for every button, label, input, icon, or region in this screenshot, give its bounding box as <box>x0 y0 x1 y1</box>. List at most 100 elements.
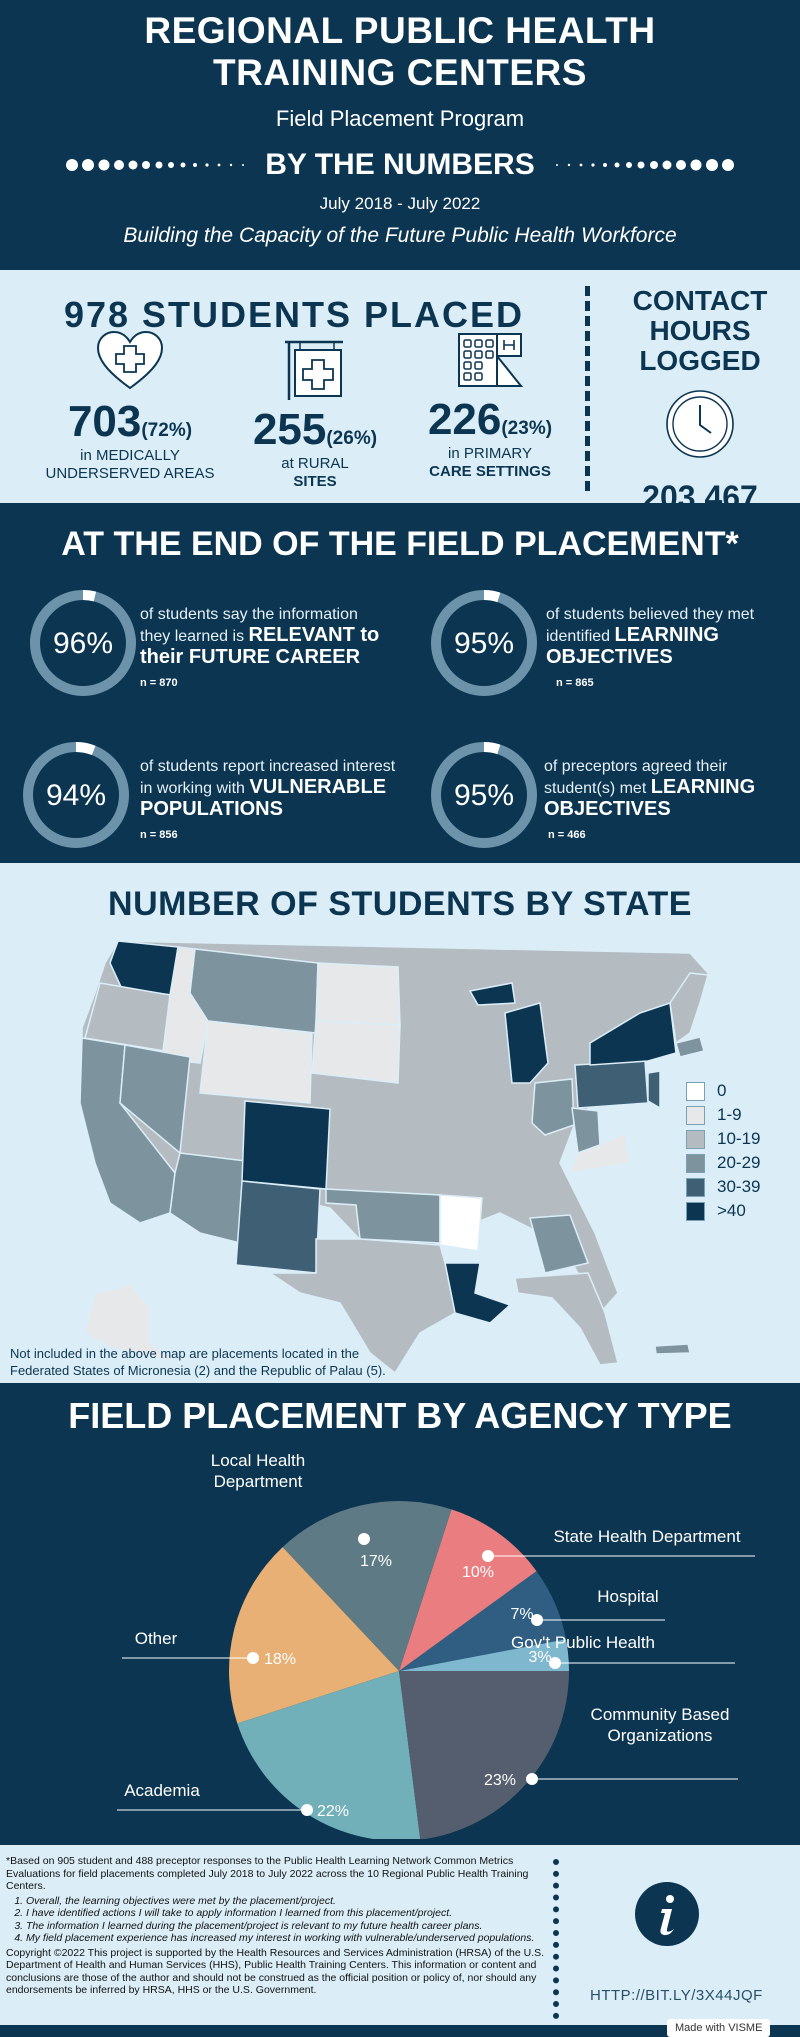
legend-label: 10-19 <box>717 1129 761 1148</box>
state-new-jersey <box>647 1070 661 1110</box>
ring-learning-preceptors-text-a: of preceptors agreed their <box>544 758 728 775</box>
stat-primary-care-label1: in PRIMARY <box>448 445 532 462</box>
ring-vulnerable-text-a: of students report increased interest <box>140 758 396 775</box>
by-the-numbers-row: BY THE NUMBERS <box>0 148 800 182</box>
ring-vulnerable-text-b: in working with <box>140 780 250 797</box>
footnote-item: I have identified actions I will take to… <box>26 1907 551 1920</box>
legend-swatch-3 <box>686 1153 705 1173</box>
footnote-list: Overall, the learning objectives were me… <box>26 1895 551 1945</box>
legend-swatch-0 <box>686 1081 705 1101</box>
pie-category-label: Gov't Public Health <box>511 1633 655 1652</box>
ring-learning-preceptors-pct: 95% <box>454 779 514 812</box>
ring-learning-preceptors-text-b: student(s) met <box>544 780 651 797</box>
header-section: REGIONAL PUBLIC HEALTH TRAINING CENTERS … <box>0 0 800 270</box>
pie-pct-label: 17% <box>360 1553 392 1570</box>
stat-rural-value: 255 <box>252 405 327 454</box>
legend-item: 0 <box>686 1079 760 1103</box>
footnote-item: The information I learned during the pla… <box>26 1920 551 1933</box>
ring-vulnerable-strong: VULNERABLE POPULATIONS <box>140 776 387 820</box>
pie-label-dot <box>531 1614 543 1626</box>
pie-label-dot <box>482 1550 494 1562</box>
legend-label: >40 <box>717 1201 746 1220</box>
ring-relevant-text: of students say the information they lea… <box>140 605 410 693</box>
students-placed-title: 978 STUDENTS PLACED <box>63 294 525 335</box>
ring-relevant-pct: 96% <box>53 627 113 660</box>
ring-learning-preceptors-text: of preceptors agreed their student(s) me… <box>544 757 784 845</box>
state-michigan <box>468 982 549 1084</box>
students-by-state-section: NUMBER OF STUDENTS BY STATE <box>0 863 800 1383</box>
legend-swatch-2 <box>686 1129 705 1149</box>
ring-relevant: 96% <box>30 590 136 696</box>
legend-item: 10-19 <box>686 1127 760 1151</box>
pie-pct-label: 10% <box>462 1564 494 1581</box>
pie-slice-state-health-department <box>399 1509 537 1671</box>
short-url-link[interactable]: HTTP://BIT.LY/3X44JQF <box>590 1987 763 2004</box>
pie-label-dot <box>301 1804 313 1816</box>
legend-swatch-4 <box>686 1177 705 1197</box>
pie-category-label: Other <box>135 1629 178 1648</box>
ring-learning-students-text-b: identified <box>546 628 615 645</box>
pie-pct-label: 7% <box>510 1606 533 1623</box>
state-florida <box>514 1272 619 1366</box>
state-arizona <box>169 1152 247 1244</box>
stat-primary-care-value: 226 <box>427 395 502 444</box>
pie-slice-community-based-organizations <box>399 1671 569 1839</box>
tagline: Building the Capacity of the Future Publ… <box>123 224 677 247</box>
heart-plus-icon <box>96 330 164 390</box>
state-north-dakota <box>315 962 401 1026</box>
pie-label-dot <box>526 1773 538 1785</box>
made-with-visme-badge[interactable]: Made with VISME <box>667 2019 771 2037</box>
stat-underserved-pct: (72%) <box>141 420 193 441</box>
ring-relevant-n: n = 870 <box>140 677 178 689</box>
students-placed-section: 978 STUDENTS PLACED 703(72%) in MEDICALL… <box>0 270 800 515</box>
ring-vulnerable: 94% <box>23 742 129 848</box>
main-title-line2: TRAINING CENTERS <box>213 52 587 93</box>
map-note: Not included in the above map are placem… <box>10 1345 386 1379</box>
pie-category-label: Hospital <box>597 1587 658 1606</box>
pie-slice-academia <box>237 1671 421 1839</box>
ring-learning-preceptors-strong: LEARNING OBJECTIVES <box>544 776 756 820</box>
info-icon[interactable] <box>634 1881 700 1947</box>
students-by-state-title: NUMBER OF STUDENTS BY STATE <box>108 885 692 923</box>
dots-left-icon <box>66 159 245 171</box>
state-ohio <box>531 1078 575 1136</box>
legend-item: 1-9 <box>686 1103 760 1127</box>
stat-primary-care-label2: CARE SETTINGS <box>429 463 551 480</box>
copyright: Copyright ©2022 This project is supporte… <box>6 1946 545 1997</box>
clock-icon <box>666 390 734 458</box>
stat-underserved-label2: UNDERSERVED AREAS <box>45 465 215 482</box>
footnote-intro: *Based on 905 student and 488 preceptor … <box>6 1855 529 1892</box>
pie-label-dot <box>358 1533 370 1545</box>
pie-pct-label: 23% <box>484 1772 516 1789</box>
state-new-york <box>589 1001 677 1066</box>
ring-vulnerable-text: of students report increased interest in… <box>140 757 430 845</box>
state-alaska <box>84 1284 176 1364</box>
pie-category-label: Local Health <box>211 1451 306 1470</box>
stat-underserved: 703(72%) in MEDICALLY UNDERSERVED AREAS <box>30 330 230 483</box>
ring-relevant-strong: RELEVANT to their FUTURE CAREER <box>140 624 380 668</box>
ring-learning-students-text: of students believed they met identified… <box>546 605 786 693</box>
legend-label: 30-39 <box>717 1177 761 1196</box>
by-the-numbers: BY THE NUMBERS <box>265 148 535 181</box>
legend-label: 0 <box>717 1081 727 1100</box>
ring-relevant-text-a: of students say the information <box>140 606 358 623</box>
state-south-dakota <box>311 1020 401 1084</box>
stat-rural: 255(26%) at RURAL SITES <box>245 336 385 491</box>
end-of-placement-title: AT THE END OF THE FIELD PLACEMENT* <box>61 525 739 563</box>
state-colorado <box>241 1100 331 1190</box>
pie-pct-label: 22% <box>317 1803 349 1820</box>
state-georgia <box>529 1214 590 1274</box>
pie-slice-other <box>228 1547 399 1724</box>
dots-right-icon <box>555 159 734 171</box>
legend-swatch-5 <box>686 1201 705 1221</box>
date-range: July 2018 - July 2022 <box>319 194 481 213</box>
stat-rural-label1: at RURAL <box>281 455 349 472</box>
ring-learning-students: 95% <box>431 590 537 696</box>
footer-section: *Based on 905 student and 488 preceptor … <box>0 1845 800 2037</box>
contact-hours-line3: LOGGED <box>639 345 761 376</box>
footnote-item: Overall, the learning objectives were me… <box>26 1895 551 1908</box>
pie-pct-label: 3% <box>528 1649 551 1666</box>
ring-learning-preceptors: 95% <box>431 742 537 848</box>
agency-type-title: FIELD PLACEMENT BY AGENCY TYPE <box>68 1395 732 1436</box>
legend-swatch-1 <box>686 1105 705 1125</box>
